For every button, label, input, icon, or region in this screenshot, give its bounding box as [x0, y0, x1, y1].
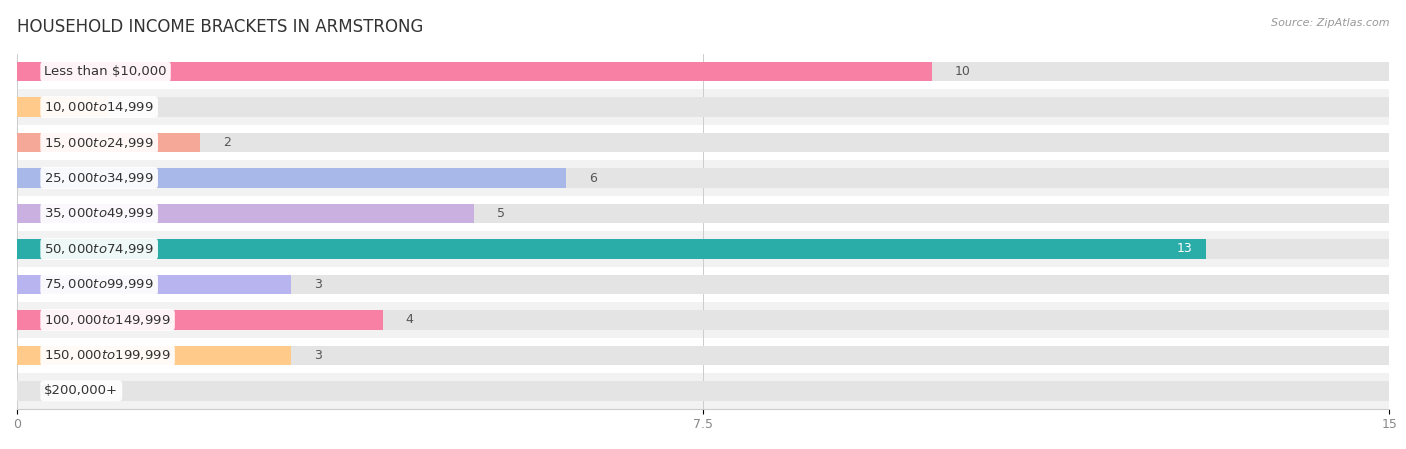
- Bar: [17, 204, 474, 223]
- Bar: [17, 125, 1389, 160]
- Text: $35,000 to $49,999: $35,000 to $49,999: [45, 207, 155, 220]
- Bar: [17, 373, 1389, 409]
- Bar: [17, 168, 565, 188]
- Bar: [17, 310, 1389, 330]
- Bar: [17, 381, 1389, 401]
- Text: 10: 10: [955, 65, 970, 78]
- Text: 4: 4: [406, 313, 413, 326]
- Bar: [17, 231, 1389, 267]
- Bar: [17, 310, 382, 330]
- Bar: [17, 239, 1389, 259]
- Text: $15,000 to $24,999: $15,000 to $24,999: [45, 136, 155, 150]
- Bar: [17, 168, 1389, 188]
- Text: HOUSEHOLD INCOME BRACKETS IN ARMSTRONG: HOUSEHOLD INCOME BRACKETS IN ARMSTRONG: [17, 18, 423, 36]
- Bar: [17, 338, 1389, 373]
- Text: $100,000 to $149,999: $100,000 to $149,999: [45, 313, 172, 327]
- Text: 3: 3: [314, 278, 322, 291]
- Bar: [17, 97, 108, 117]
- Text: Source: ZipAtlas.com: Source: ZipAtlas.com: [1271, 18, 1389, 28]
- Bar: [17, 54, 1389, 89]
- Bar: [17, 160, 1389, 196]
- Bar: [17, 97, 1389, 117]
- Bar: [17, 196, 1389, 231]
- Bar: [17, 204, 1389, 223]
- Text: 2: 2: [222, 136, 231, 149]
- Text: 3: 3: [314, 349, 322, 362]
- Text: 5: 5: [498, 207, 505, 220]
- Text: $200,000+: $200,000+: [45, 384, 118, 397]
- Text: $50,000 to $74,999: $50,000 to $74,999: [45, 242, 155, 256]
- Text: $10,000 to $14,999: $10,000 to $14,999: [45, 100, 155, 114]
- Bar: [17, 62, 932, 81]
- Text: Less than $10,000: Less than $10,000: [45, 65, 167, 78]
- Text: 1: 1: [131, 101, 139, 114]
- Bar: [17, 133, 1389, 152]
- Bar: [17, 302, 1389, 338]
- Bar: [17, 275, 291, 294]
- Text: $150,000 to $199,999: $150,000 to $199,999: [45, 348, 172, 362]
- Bar: [17, 62, 1389, 81]
- Bar: [17, 275, 1389, 294]
- Bar: [17, 133, 200, 152]
- Text: 0: 0: [39, 384, 48, 397]
- Text: 13: 13: [1177, 242, 1192, 255]
- Bar: [17, 239, 1206, 259]
- Bar: [17, 346, 1389, 365]
- Bar: [17, 267, 1389, 302]
- Bar: [17, 346, 291, 365]
- Text: $25,000 to $34,999: $25,000 to $34,999: [45, 171, 155, 185]
- Text: $75,000 to $99,999: $75,000 to $99,999: [45, 277, 155, 291]
- Bar: [17, 89, 1389, 125]
- Text: 6: 6: [589, 172, 596, 185]
